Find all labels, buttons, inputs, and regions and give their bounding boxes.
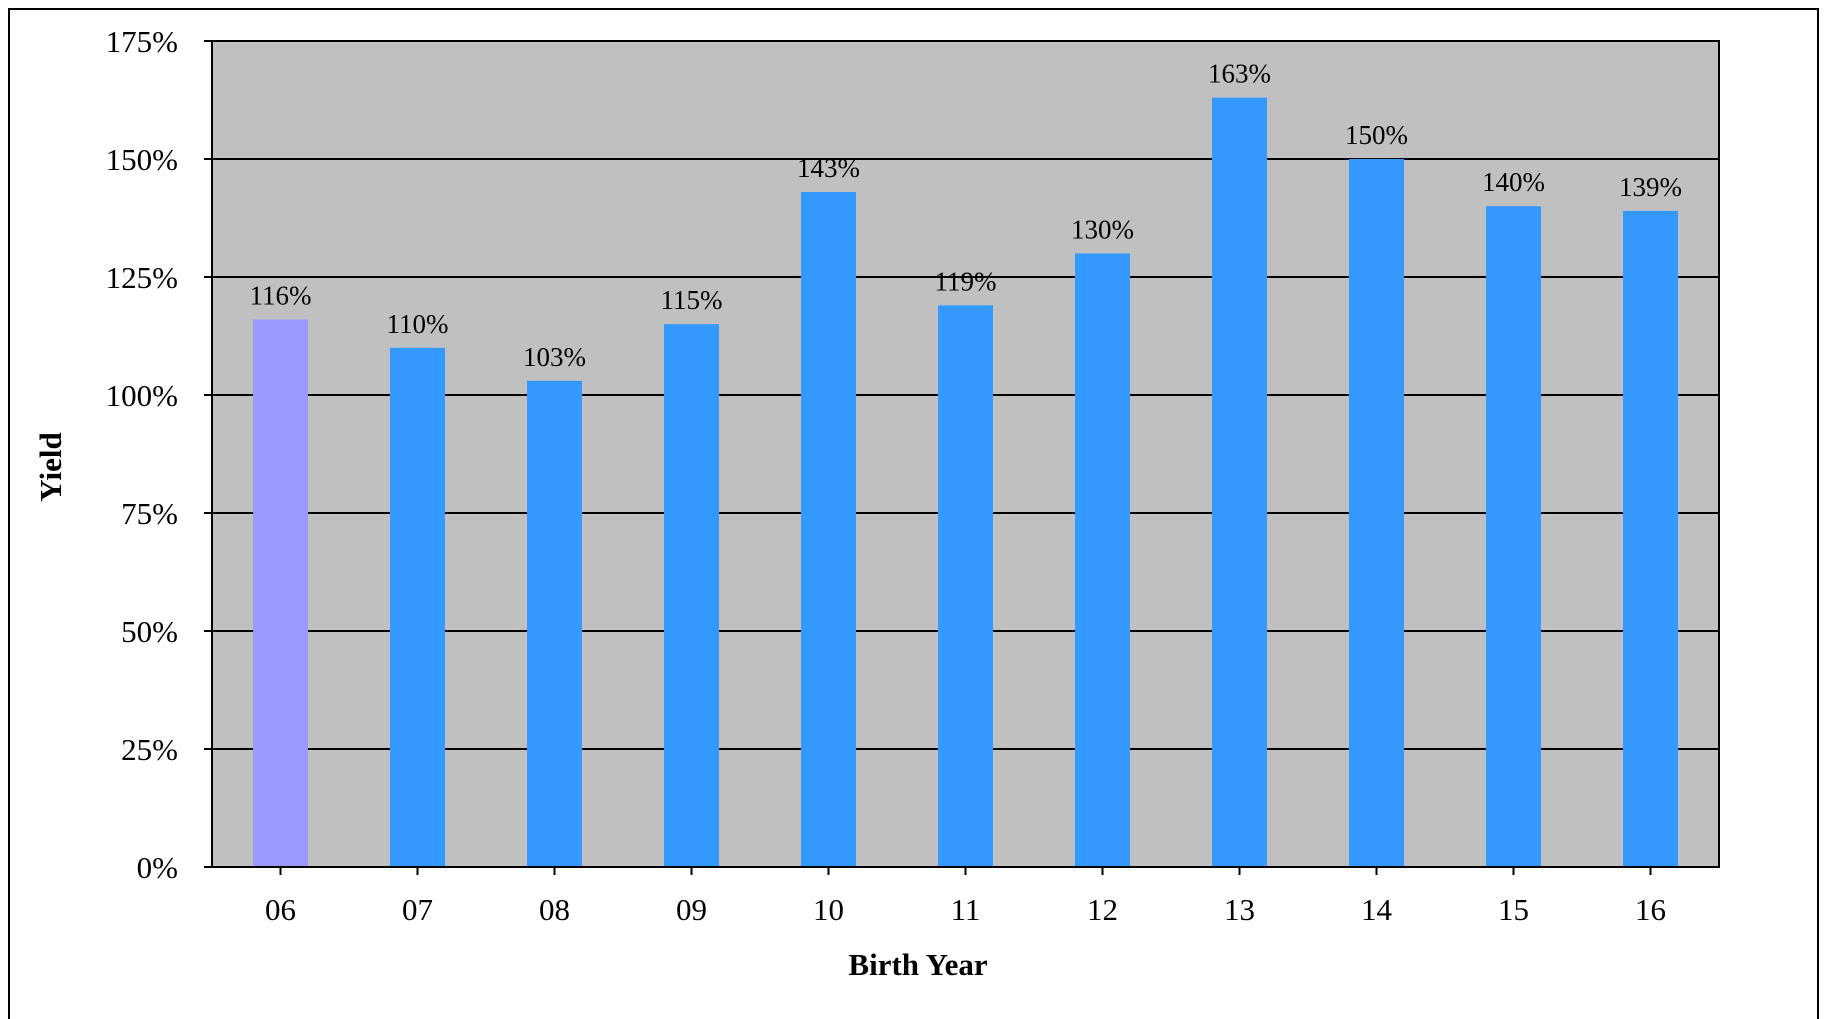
x-axis-ticks: 06 07 08 09 10 11 12 13 14 15 16 [265,867,1666,927]
y-tick-label: 0% [137,850,178,885]
data-label-11: 119% [935,266,997,296]
bar-14 [1349,159,1404,867]
bar-08 [527,380,582,867]
data-label-15: 140% [1482,167,1545,197]
data-label-13: 163% [1208,59,1271,89]
x-tick-label: 15 [1498,892,1529,927]
y-tick-label: 25% [121,732,178,767]
x-tick-label: 14 [1361,892,1393,927]
x-tick-label: 06 [265,892,296,927]
y-tick-label: 150% [106,142,178,177]
y-tick-label: 50% [121,614,178,649]
bars [253,97,1678,868]
x-tick-label: 09 [676,892,707,927]
y-tick-label: 100% [106,378,178,413]
x-tick-label: 08 [539,892,570,927]
x-tick-label: 11 [951,892,981,927]
x-tick-label: 12 [1087,892,1118,927]
bar-13 [1212,97,1267,867]
data-labels: 116% 110% 103% 115% 143% 119% 130% 163% 150% 140%… [250,59,1683,372]
y-axis-ticks: 0% 25% 50% 75% 100% 125% 150% 175% [106,24,212,885]
data-label-12: 130% [1071,214,1134,244]
data-label-08: 103% [523,342,586,372]
bar-09 [664,324,719,867]
data-label-10: 143% [797,153,860,183]
x-tick-label: 16 [1635,892,1666,927]
bar-10 [801,192,856,868]
x-tick-label: 07 [402,892,433,927]
y-tick-label: 175% [106,24,178,59]
bar-06 [253,319,308,868]
y-tick-label: 75% [121,496,178,531]
bar-11 [938,305,993,867]
data-label-06: 116% [250,280,312,310]
bar-07 [390,347,445,867]
y-tick-label: 125% [106,260,178,295]
data-label-09: 115% [661,285,723,315]
data-label-16: 139% [1619,172,1682,202]
y-axis-title: Yield [33,432,68,501]
x-tick-label: 10 [813,892,844,927]
data-label-07: 110% [387,309,449,339]
bar-16 [1623,210,1678,868]
bar-15 [1486,206,1541,867]
plot-border [211,40,1720,868]
x-tick-label: 13 [1224,892,1255,927]
x-axis-title: Birth Year [848,947,987,982]
data-label-14: 150% [1345,120,1408,150]
bar-12 [1075,253,1130,867]
